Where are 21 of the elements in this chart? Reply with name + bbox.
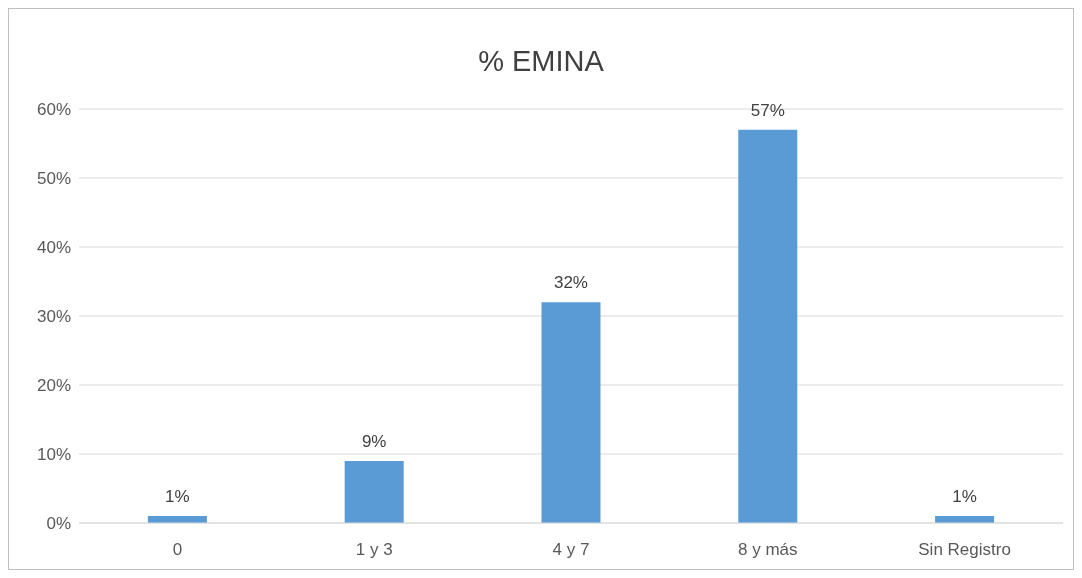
bar: [541, 302, 601, 523]
x-tick-label: 8 y más: [738, 540, 798, 560]
x-tick-label: 0: [172, 540, 183, 560]
x-tick-label: 1 y 3: [355, 540, 393, 560]
y-tick-label: 20%: [36, 376, 71, 396]
bar: [738, 129, 798, 523]
x-tick-label: Sin Registro: [918, 540, 1011, 560]
bar: [344, 460, 404, 523]
y-tick-label: 40%: [36, 238, 71, 258]
y-tick-label: 10%: [36, 445, 71, 465]
data-label: 32%: [553, 273, 588, 293]
y-tick-label: 60%: [36, 100, 71, 120]
data-label: 1%: [952, 487, 977, 507]
y-tick-label: 0%: [46, 514, 71, 534]
y-tick-label: 50%: [36, 169, 71, 189]
data-label: 9%: [361, 431, 387, 451]
x-tick-label: 4 y 7: [552, 540, 590, 560]
chart-title: % EMINA: [477, 45, 605, 78]
y-tick-label: 30%: [36, 307, 71, 327]
data-label: 57%: [750, 100, 785, 120]
data-label: 1%: [165, 487, 190, 507]
